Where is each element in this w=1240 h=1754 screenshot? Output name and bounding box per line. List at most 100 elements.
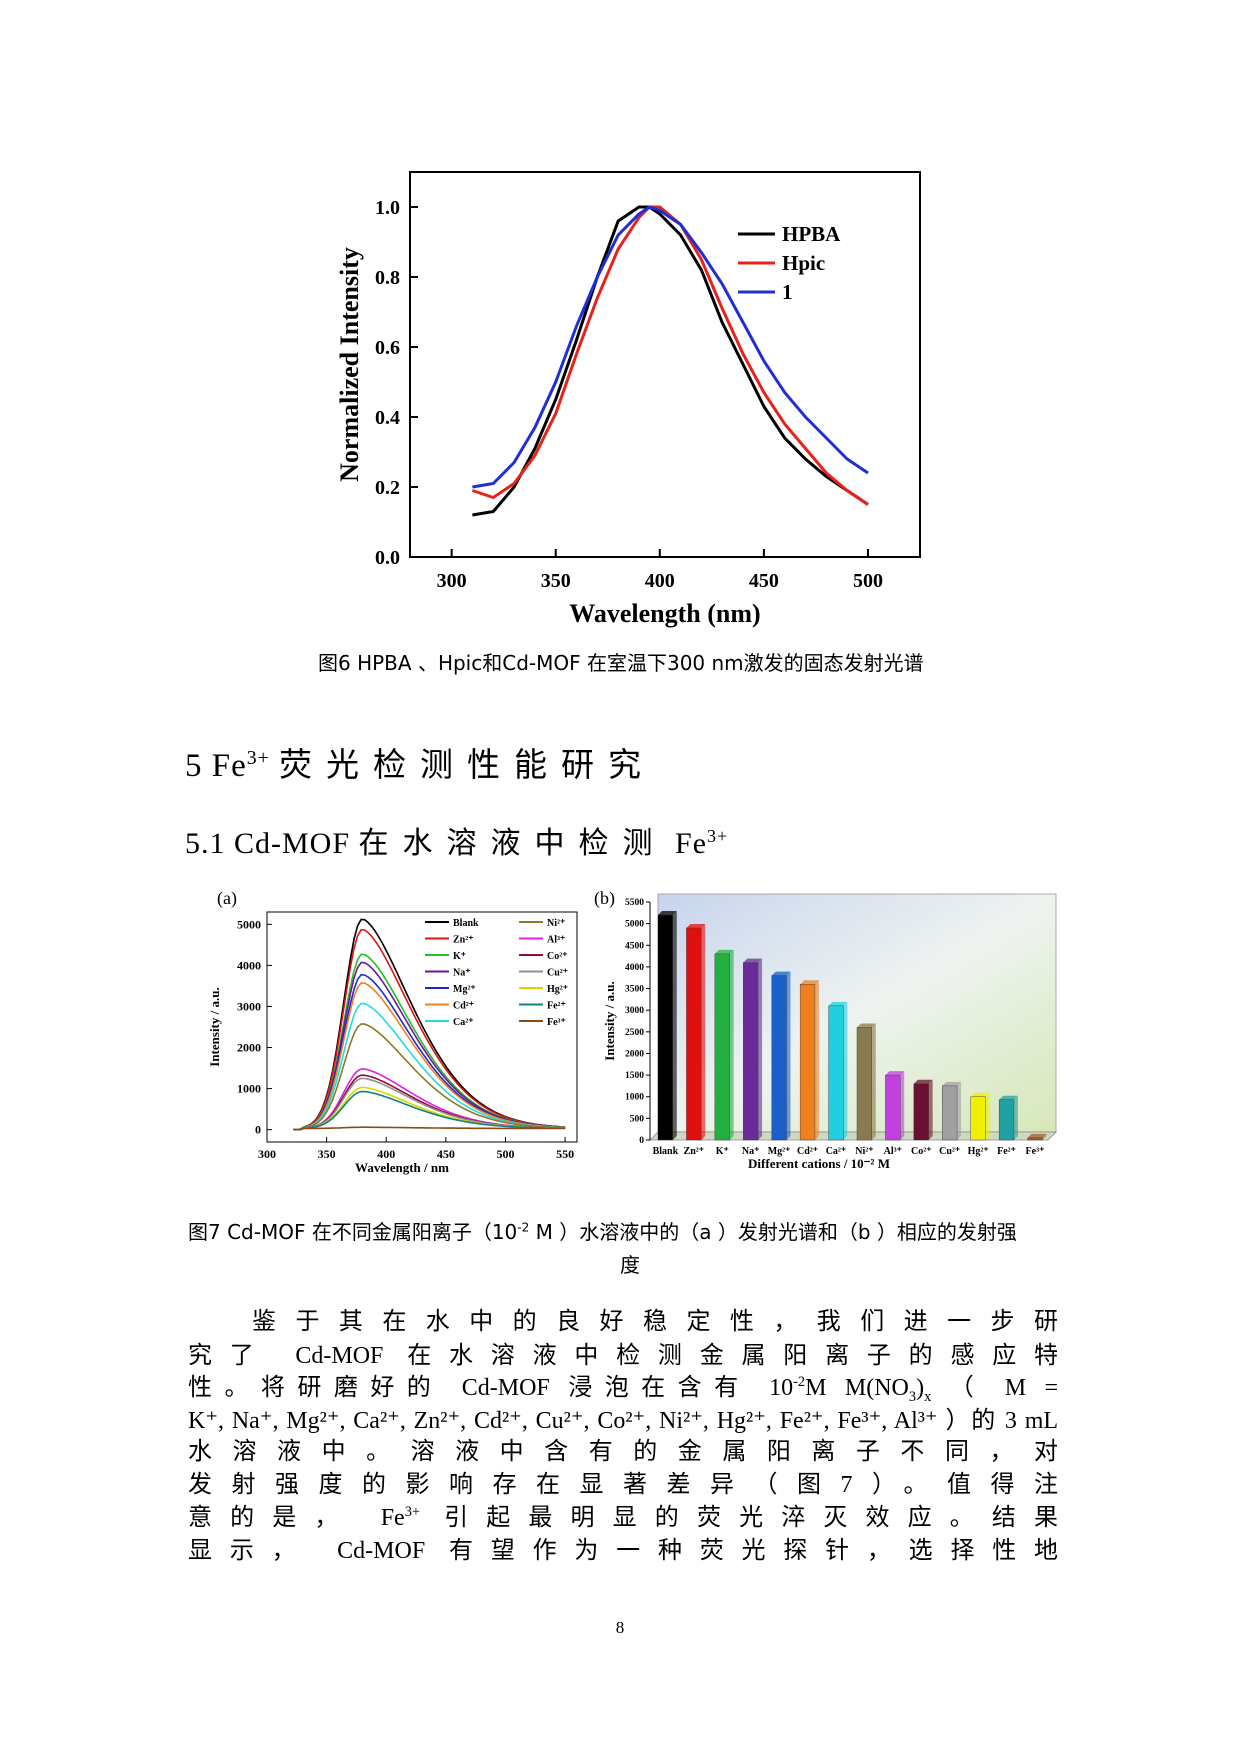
figure-7-caption-exp: -2 [517, 1220, 530, 1235]
x-tick-label: Cu²⁺ [939, 1146, 960, 1157]
bar-8 [885, 1074, 901, 1141]
bar-3 [743, 962, 759, 1141]
y-tick-label: 500 [630, 1114, 645, 1124]
panel-b-label: (b) [594, 890, 615, 909]
ion-base: Fe [380, 1505, 405, 1531]
x-tick-label: Co²⁺ [911, 1146, 932, 1157]
plot-floor [649, 1131, 1057, 1141]
bar-11 [970, 1096, 986, 1141]
bar-7 [856, 1027, 872, 1141]
x-tick-label: 400 [377, 1147, 395, 1161]
x-tick-label: Cd²⁺ [797, 1146, 818, 1157]
bar-side [729, 949, 734, 1140]
paragraph-line-3-bracket: （ [949, 1373, 987, 1401]
figure-7b-chart: (b) 0 500 1000 1500 2000 2500 3000 3500 4000 4500 5… [594, 890, 1057, 1171]
legend-label: Fe³⁺ [547, 1017, 566, 1028]
paragraph-line-8: 显示， Cd-MOF 有望作为一种荧光探针，选择性地 [188, 1534, 1058, 1567]
y-tick-label: 4500 [625, 941, 644, 951]
y-axis-title: Normalized Intensity [335, 247, 364, 482]
figure-7-caption-line2: 度 [620, 1253, 640, 1277]
paragraph-line-4-b: ）的 [945, 1405, 998, 1434]
bar-top [658, 910, 677, 915]
y-tick-label: 1500 [625, 1071, 644, 1081]
bar-side [672, 910, 677, 1140]
bar-4 [771, 975, 787, 1141]
bar-top [714, 949, 734, 954]
bar-side [1042, 1133, 1047, 1140]
paragraph-line-8-b: Cd-MOF [337, 1537, 426, 1564]
paragraph-line-3-c: 浸泡在含有 [568, 1373, 751, 1401]
bar-6 [828, 1005, 844, 1141]
y-tick-label: 3500 [625, 985, 644, 995]
y-tick-label: 5000 [625, 920, 644, 930]
x-tick-label: 350 [318, 1147, 336, 1161]
legend-label-1: 1 [782, 280, 793, 304]
bar-top [1027, 1133, 1047, 1138]
formula-salt: M M(NO [805, 1375, 909, 1401]
paragraph-line-2-c: 在水溶液中检测金属阳离子的感应特 [407, 1340, 1059, 1369]
x-tick-label: 500 [496, 1147, 514, 1161]
x-axis-title: Wavelength (nm) [569, 599, 760, 628]
panel-a-label: (a) [217, 890, 237, 909]
figure-7-caption: 图7 Cd-MOF 在不同金属阳离子（10-2 M ）水溶液中的（a ）发射光谱… [188, 1216, 1073, 1245]
formula-paren: ) [916, 1375, 925, 1401]
series-line-Fe2+ [293, 1090, 566, 1131]
x-tick-label: 350 [541, 570, 571, 592]
bar-9 [913, 1083, 929, 1141]
paragraph-line-2-a: 究了 [188, 1340, 272, 1369]
paragraph-line-3-a: 性。将研磨好的 [188, 1373, 444, 1401]
legend-label: Ca²⁺ [453, 1017, 474, 1028]
section-5-1-title: 在水溶液中检测 [358, 826, 667, 861]
series-line-1 [472, 205, 869, 489]
bar-side [843, 1001, 848, 1140]
x-axis-title: Different cations / 10⁻² M [748, 1156, 890, 1171]
x-tick-label: Zn²⁺ [684, 1146, 705, 1157]
bar-top [800, 980, 819, 985]
paragraph-line-2: 究了 Cd-MOF 在水溶液中检测金属阳离子的感应特 [188, 1339, 1058, 1372]
legend-label-Hpic: Hpic [782, 251, 825, 275]
formula-sub-3: 3 [908, 1388, 917, 1405]
legend-label: Zn²⁺ [453, 935, 474, 946]
y-tick-label: 4000 [625, 963, 644, 973]
figure-7a-chart: (a) 300 350 400 450 500 550 0 1000 2000 3000 4000 50… [207, 890, 578, 1175]
x-tick-label: Fe²⁺ [997, 1146, 1016, 1157]
y-tick-label: 0.4 [375, 407, 400, 429]
paragraph-line-5-text: 水溶液中。溶液中含有的金属阳离子不同，对 [188, 1439, 1058, 1465]
x-axis-title: Wavelength / nm [355, 1160, 449, 1175]
bar-side [1013, 1095, 1018, 1140]
x-tick-label: Blank [653, 1146, 679, 1157]
y-tick-label: 1.0 [375, 197, 400, 219]
paragraph-line-8-a: 显示， [188, 1535, 314, 1564]
section-5-ion-charge: 3+ [246, 747, 270, 769]
bar-side [900, 1071, 905, 1140]
y-tick-label: 4000 [237, 958, 261, 972]
section-5-title: 荧光检测性能研究 [279, 745, 656, 784]
legend-label: Na⁺ [453, 968, 471, 979]
y-axis-title: Intensity / a.u. [602, 981, 617, 1060]
bar-12 [998, 1099, 1015, 1141]
paragraph-line-6-text: 发射强度的影响存在显著差异（图7）。值得注 [188, 1471, 1058, 1498]
y-tick-label: 0.8 [375, 267, 400, 289]
series-line-Hpic [471, 205, 869, 506]
legend-label: Al³⁺ [547, 935, 565, 946]
x-tick-label: Al³⁺ [884, 1146, 902, 1157]
y-tick-label: 0.0 [375, 547, 400, 569]
section-5-number: 5 [185, 748, 203, 784]
bar-top [885, 1071, 905, 1076]
body-paragraph: 鉴于其在水中的良好稳定性，我们进一步研 究了 Cd-MOF 在水溶液中检测金属阳… [188, 1306, 1058, 1566]
legend-label: Cu²⁺ [547, 968, 568, 979]
formula-sub-x: x [924, 1388, 932, 1405]
formula-base: 10 [769, 1375, 794, 1401]
paragraph-line-1: 鉴于其在水中的良好稳定性，我们进一步研 [188, 1306, 1058, 1339]
ion-charge: 3+ [404, 1504, 420, 1520]
legend-label-HPBA: HPBA [782, 222, 841, 246]
page-number: 8 [615, 1618, 625, 1637]
bar-top [686, 923, 706, 928]
bar-top [970, 1092, 990, 1097]
y-tick-label: 2500 [625, 1028, 644, 1038]
figure-7-caption-a: 图7 Cd-MOF 在不同金属阳离子（10 [188, 1220, 518, 1244]
y-tick-label: 1000 [237, 1082, 261, 1096]
paragraph-line-7: 意的是， Fe3+ 引起最明显的荧光淬灭效应。结果 [188, 1501, 1058, 1534]
y-tick-label: 5000 [237, 917, 261, 931]
legend-label: Blank [453, 918, 479, 929]
